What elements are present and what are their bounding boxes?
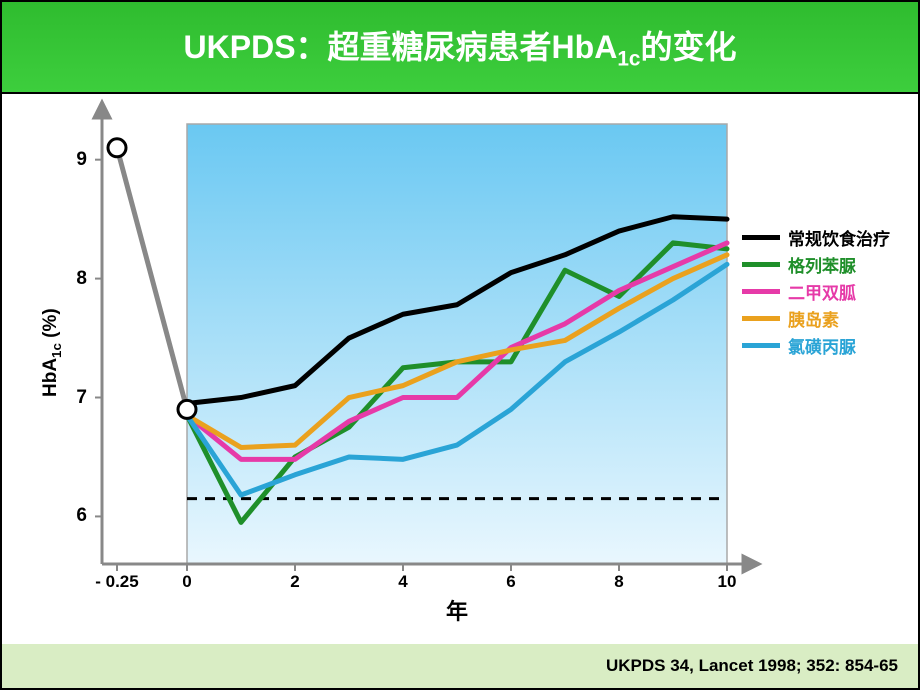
legend-item-conventional: 常规饮食治疗 <box>742 225 890 250</box>
legend-label: 二甲双胍 <box>788 279 856 304</box>
footer-citation: UKPDS 34, Lancet 1998; 352: 854-65 <box>2 644 918 688</box>
legend-label: 常规饮食治疗 <box>788 225 890 250</box>
legend-item-glibenclamide: 格列苯脲 <box>742 252 890 277</box>
y-tick-label: 7 <box>47 387 87 409</box>
legend-swatch <box>742 262 780 267</box>
legend-label: 格列苯脲 <box>788 252 856 277</box>
chart-svg <box>2 94 920 644</box>
x-tick-label: 0 <box>157 572 217 592</box>
y-tick-label: 9 <box>47 149 87 171</box>
legend-item-chlorpropamide: 氯磺丙脲 <box>742 333 890 358</box>
title-suffix: 的变化 <box>640 29 736 65</box>
x-axis-label: 年 <box>437 594 477 626</box>
legend-swatch <box>742 343 780 348</box>
x-tick-label: 10 <box>697 572 757 592</box>
y-axis-label-suffix: (%) <box>40 308 61 343</box>
legend-swatch <box>742 235 780 240</box>
y-tick-label: 6 <box>47 505 87 527</box>
title-prefix: UKPDS：超重糖尿病患者HbA <box>184 29 618 65</box>
legend-label: 氯磺丙脲 <box>788 333 856 358</box>
x-tick-label: 4 <box>373 572 433 592</box>
legend-item-insulin: 胰岛素 <box>742 306 890 331</box>
legend: 常规饮食治疗格列苯脲二甲双胍胰岛素氯磺丙脲 <box>742 225 890 360</box>
x-tick-label: 6 <box>481 572 541 592</box>
legend-swatch <box>742 289 780 294</box>
x-tick-label: 2 <box>265 572 325 592</box>
y-axis-label-subscript: 1c <box>49 343 64 358</box>
title-bar: UKPDS：超重糖尿病患者HbA1c的变化 <box>2 2 918 94</box>
legend-swatch <box>742 316 780 321</box>
y-axis-label: HbA1c (%) <box>40 308 64 397</box>
footer-text: UKPDS 34, Lancet 1998; 352: 854-65 <box>606 656 898 676</box>
title-subscript: 1c <box>617 48 640 71</box>
x-tick-label: - 0.25 <box>87 572 147 592</box>
y-tick-label: 8 <box>47 268 87 290</box>
slide-root: UKPDS：超重糖尿病患者HbA1c的变化 HbA1c (%) 年 常规饮食治疗… <box>0 0 920 690</box>
x-tick-label: 8 <box>589 572 649 592</box>
title-text: UKPDS：超重糖尿病患者HbA1c的变化 <box>184 22 737 71</box>
chart-area: HbA1c (%) 年 常规饮食治疗格列苯脲二甲双胍胰岛素氯磺丙脲 6 7 8 9 - … <box>2 94 918 644</box>
legend-item-metformin: 二甲双胍 <box>742 279 890 304</box>
legend-label: 胰岛素 <box>788 306 839 331</box>
